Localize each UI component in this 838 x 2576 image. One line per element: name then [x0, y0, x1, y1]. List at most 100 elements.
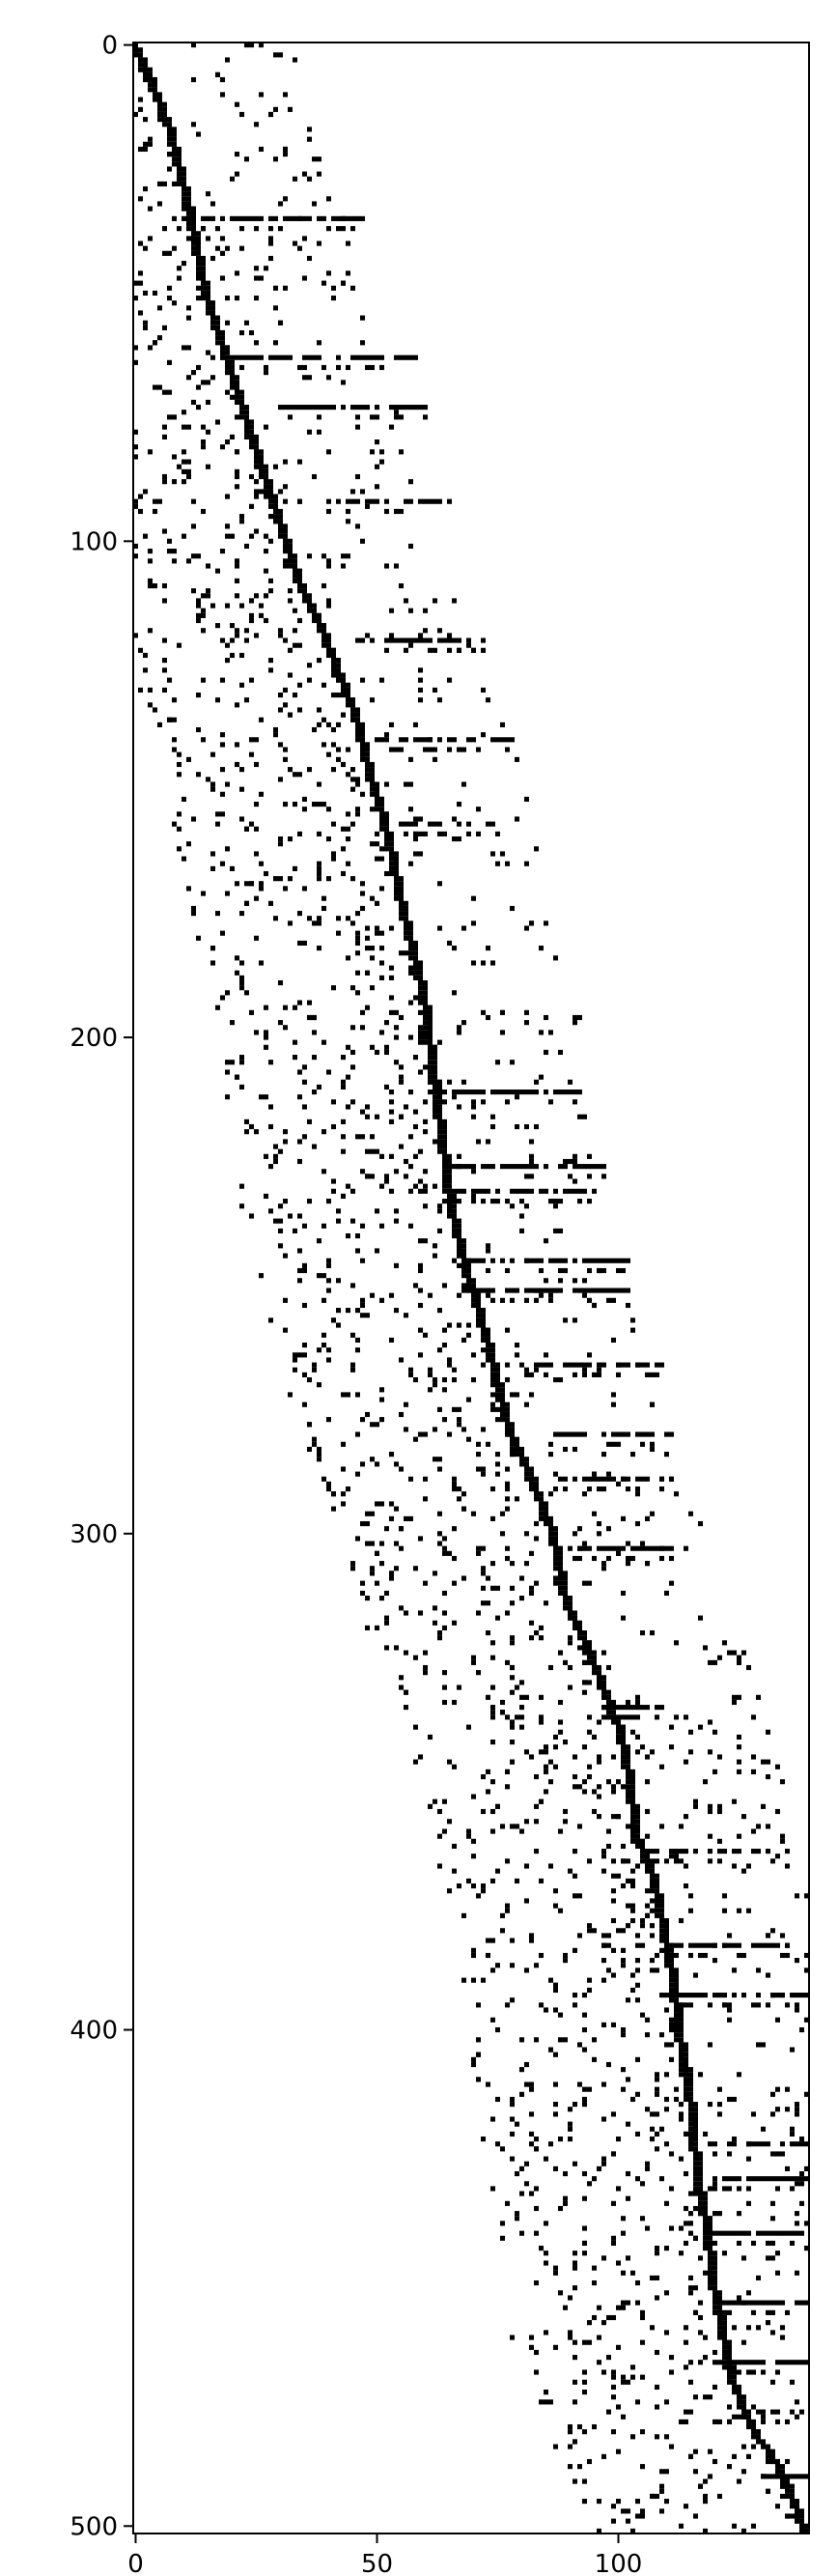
scatter-nonzero: [495, 1803, 500, 1809]
row-segment-nonzero: [573, 1372, 577, 1377]
diagonal-nonzero: [544, 1506, 548, 1512]
scatter-nonzero: [210, 300, 215, 306]
row-segment-nonzero: [283, 405, 288, 410]
scatter-nonzero: [312, 920, 317, 926]
row-segment-nonzero: [505, 1090, 510, 1095]
scatter-nonzero: [148, 558, 153, 564]
row-segment-nonzero: [640, 1431, 645, 1437]
scatter-nonzero: [389, 925, 394, 931]
diagonal-nonzero: [693, 2166, 698, 2171]
scatter-nonzero: [490, 1779, 495, 1785]
diagonal-nonzero: [254, 444, 259, 450]
scatter-nonzero: [206, 593, 210, 599]
scatter-nonzero: [486, 1769, 490, 1774]
diagonal-nonzero: [529, 1481, 534, 1486]
scatter-nonzero: [283, 563, 288, 569]
scatter-nonzero: [635, 1997, 640, 2003]
row-segment-nonzero: [307, 354, 312, 360]
scatter-nonzero: [616, 1550, 621, 1556]
scatter-nonzero: [650, 1933, 655, 1939]
scatter-nonzero: [418, 677, 423, 683]
scatter-nonzero: [679, 1917, 684, 1924]
scatter-nonzero: [519, 1724, 524, 1730]
scatter-nonzero: [703, 2131, 708, 2137]
scatter-nonzero: [461, 1491, 466, 1497]
scatter-nonzero: [346, 1392, 350, 1398]
diagonal-nonzero: [447, 1208, 452, 1214]
scatter-nonzero: [268, 1317, 273, 1323]
scatter-nonzero: [249, 419, 254, 425]
scatter-nonzero: [766, 2458, 770, 2465]
row-segment-nonzero: [548, 1297, 553, 1303]
scatter-nonzero: [346, 772, 350, 778]
scatter-nonzero: [220, 250, 225, 256]
scatter-nonzero: [457, 1417, 461, 1423]
diagonal-nonzero: [182, 191, 186, 197]
y-tick-label: 200: [70, 1024, 118, 1053]
scatter-nonzero: [621, 1734, 626, 1741]
diagonal-nonzero: [582, 1645, 587, 1651]
scatter-nonzero: [206, 563, 210, 569]
scatter-nonzero: [490, 960, 495, 966]
diagonal-nonzero: [273, 498, 278, 504]
diagonal-nonzero: [259, 449, 264, 455]
scatter-nonzero: [138, 146, 143, 153]
scatter-nonzero: [795, 2518, 799, 2524]
diagonal-nonzero: [669, 1982, 674, 1988]
scatter-nonzero: [703, 2528, 708, 2534]
diagonal-nonzero: [461, 1258, 466, 1263]
row-segment-nonzero: [336, 364, 341, 371]
diagonal-nonzero: [215, 320, 220, 326]
row-segment-nonzero: [326, 498, 331, 504]
scatter-nonzero: [341, 380, 346, 385]
scatter-nonzero: [379, 1541, 384, 1546]
scatter-nonzero: [568, 2137, 573, 2142]
scatter-nonzero: [321, 905, 326, 912]
row-segment-nonzero: [775, 2176, 780, 2182]
scatter-nonzero: [244, 429, 249, 435]
diagonal-nonzero: [597, 1680, 601, 1685]
scatter-nonzero: [761, 2042, 766, 2048]
diagonal-nonzero: [428, 1060, 433, 1065]
scatter-nonzero: [442, 1699, 447, 1706]
scatter-nonzero: [153, 508, 157, 515]
diagonal-nonzero: [684, 2072, 688, 2078]
scatter-nonzero: [510, 2156, 515, 2162]
diagonal-nonzero: [751, 2423, 756, 2430]
scatter-nonzero: [712, 1958, 717, 1964]
scatter-nonzero: [684, 2364, 688, 2370]
row-segment-nonzero: [659, 1545, 664, 1551]
scatter-nonzero: [225, 642, 230, 648]
scatter-nonzero: [442, 1545, 447, 1551]
scatter-nonzero: [288, 1392, 293, 1398]
scatter-nonzero: [495, 2141, 500, 2147]
scatter-nonzero: [471, 2061, 476, 2068]
scatter-nonzero: [775, 2270, 780, 2276]
scatter-nonzero: [413, 1724, 418, 1730]
scatter-nonzero: [442, 1417, 447, 1423]
scatter-nonzero: [360, 732, 365, 738]
scatter-nonzero: [587, 1923, 592, 1929]
scatter-nonzero: [481, 1471, 486, 1477]
row-segment-nonzero: [476, 1258, 481, 1263]
scatter-nonzero: [650, 1967, 655, 1973]
scatter-nonzero: [688, 2191, 693, 2196]
scatter-nonzero: [283, 1199, 288, 1204]
diagonal-nonzero: [674, 2012, 679, 2018]
scatter-nonzero: [529, 1153, 534, 1159]
scatter-nonzero: [201, 593, 206, 599]
row-segment-nonzero: [597, 1267, 601, 1274]
scatter-nonzero: [399, 895, 404, 901]
diagonal-nonzero: [693, 2161, 698, 2166]
scatter-nonzero: [408, 940, 413, 947]
diagonal-nonzero: [268, 489, 273, 495]
row-segment-nonzero: [404, 405, 408, 410]
scatter-nonzero: [370, 985, 375, 991]
scatter-nonzero: [616, 1928, 621, 1934]
scatter-nonzero: [553, 2081, 558, 2087]
scatter-nonzero: [408, 965, 413, 971]
diagonal-nonzero: [196, 261, 201, 267]
row-segment-nonzero: [582, 1288, 587, 1293]
scatter-nonzero: [466, 642, 471, 648]
scatter-nonzero: [297, 1267, 302, 1274]
